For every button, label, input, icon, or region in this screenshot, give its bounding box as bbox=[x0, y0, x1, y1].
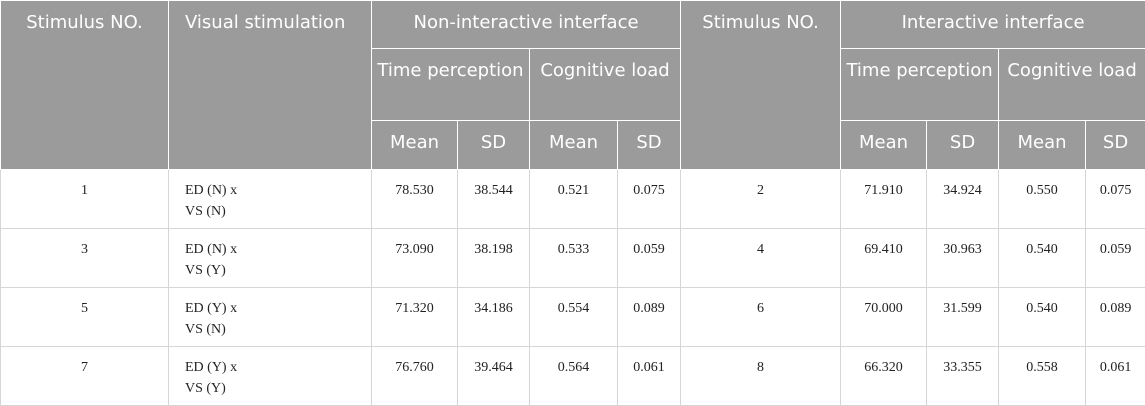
table-cell: 0.059 bbox=[1086, 229, 1145, 288]
table-cell: 2 bbox=[681, 170, 841, 229]
table-cell: 0.075 bbox=[1086, 170, 1145, 229]
table-cell: 71.320 bbox=[372, 288, 458, 347]
table-cell: 5 bbox=[1, 288, 169, 347]
header-cell: SD bbox=[458, 121, 530, 170]
table-cell: 0.540 bbox=[999, 229, 1086, 288]
table-cell: ED (Y) x VS (Y) bbox=[169, 347, 372, 406]
table-header: Stimulus NO. Visual stimulation Non-inte… bbox=[1, 1, 1145, 170]
table-cell: 6 bbox=[681, 288, 841, 347]
table-cell: 7 bbox=[1, 347, 169, 406]
table-cell: 73.090 bbox=[372, 229, 458, 288]
header-cell: Cognitive load bbox=[999, 49, 1145, 121]
table-cell: 0.558 bbox=[999, 347, 1086, 406]
table-cell: 3 bbox=[1, 229, 169, 288]
table-cell: 0.550 bbox=[999, 170, 1086, 229]
header-cell: Time perception bbox=[841, 49, 999, 121]
header-cell: Stimulus NO. bbox=[681, 1, 841, 170]
table-cell: 38.198 bbox=[458, 229, 530, 288]
table-cell: 30.963 bbox=[927, 229, 999, 288]
table-cell: 0.075 bbox=[618, 170, 681, 229]
table-cell: 1 bbox=[1, 170, 169, 229]
table-cell: 0.521 bbox=[530, 170, 618, 229]
table-cell: 4 bbox=[681, 229, 841, 288]
table-cell: ED (N) x VS (Y) bbox=[169, 229, 372, 288]
table-cell: 0.089 bbox=[1086, 288, 1145, 347]
header-cell: Interactive interface bbox=[841, 1, 1145, 49]
header-cell: Visual stimulation bbox=[169, 1, 372, 170]
header-cell: Cognitive load bbox=[530, 49, 681, 121]
table-cell: 38.544 bbox=[458, 170, 530, 229]
table-cell: 66.320 bbox=[841, 347, 927, 406]
table-cell: 78.530 bbox=[372, 170, 458, 229]
table-cell: 0.564 bbox=[530, 347, 618, 406]
header-cell: Mean bbox=[999, 121, 1086, 170]
header-cell: Mean bbox=[841, 121, 927, 170]
table-cell: 39.464 bbox=[458, 347, 530, 406]
header-cell: Stimulus NO. bbox=[1, 1, 169, 170]
table-cell: 0.059 bbox=[618, 229, 681, 288]
header-cell: SD bbox=[927, 121, 999, 170]
table-cell: 71.910 bbox=[841, 170, 927, 229]
header-cell: Non-interactive interface bbox=[372, 1, 681, 49]
table-cell: ED (Y) x VS (N) bbox=[169, 288, 372, 347]
table-cell: 0.061 bbox=[618, 347, 681, 406]
table-cell: 0.533 bbox=[530, 229, 618, 288]
table-cell: ED (N) x VS (N) bbox=[169, 170, 372, 229]
table-cell: 70.000 bbox=[841, 288, 927, 347]
table-cell: 0.540 bbox=[999, 288, 1086, 347]
header-cell: SD bbox=[618, 121, 681, 170]
table-cell: 31.599 bbox=[927, 288, 999, 347]
header-cell: Mean bbox=[372, 121, 458, 170]
table-cell: 34.186 bbox=[458, 288, 530, 347]
table-cell: 0.089 bbox=[618, 288, 681, 347]
header-cell: Mean bbox=[530, 121, 618, 170]
header-cell: Time perception bbox=[372, 49, 530, 121]
table-cell: 33.355 bbox=[927, 347, 999, 406]
table-cell: 34.924 bbox=[927, 170, 999, 229]
table-cell: 76.760 bbox=[372, 347, 458, 406]
table-cell: 0.554 bbox=[530, 288, 618, 347]
table-cell: 0.061 bbox=[1086, 347, 1145, 406]
table-cell: 69.410 bbox=[841, 229, 927, 288]
header-cell: SD bbox=[1086, 121, 1145, 170]
table-cell: 8 bbox=[681, 347, 841, 406]
